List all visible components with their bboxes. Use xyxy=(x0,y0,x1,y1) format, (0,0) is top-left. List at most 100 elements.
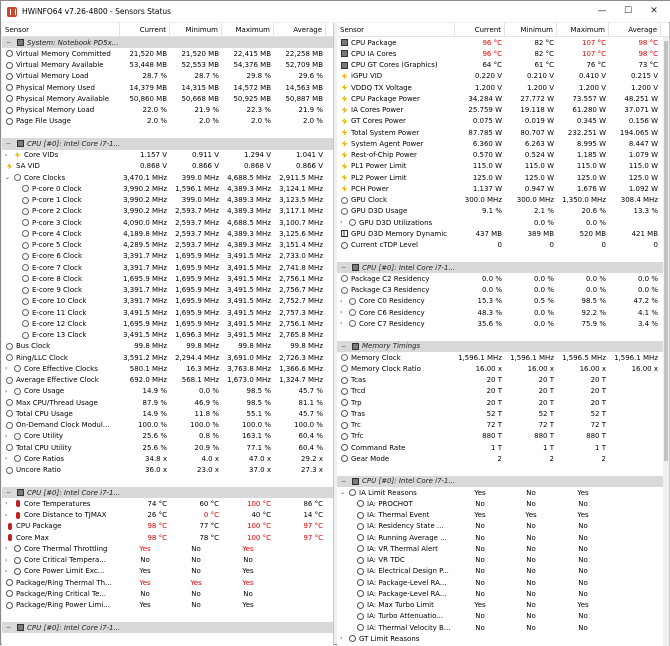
sensor-row[interactable]: PL2 Power Limit 125.0 W 125.0 W 125.0 W 125.… xyxy=(337,172,669,183)
sensor-row[interactable]: On-Demand Clock Modul... 100.0 % 100.0 % 10… xyxy=(2,420,333,431)
sensor-row[interactable]: Trc 72 T 72 T 72 T xyxy=(337,420,669,431)
scrollbar[interactable] xyxy=(663,37,669,646)
chevron-down-icon[interactable]: ⌄ xyxy=(340,489,346,497)
sensor-row[interactable]: Uncore Ratio 36.0 x 23.0 x 37.0 x 27.3 x xyxy=(2,465,333,476)
header-minimum[interactable]: Minimum xyxy=(170,23,222,36)
sensor-row[interactable]: E-core 12 Clock 1,695.9 MHz 1,695.9 MHz 3,4… xyxy=(2,318,333,329)
chevron-right-icon[interactable]: › xyxy=(340,297,343,305)
collapse-icon[interactable]: − xyxy=(341,264,347,272)
chevron-right-icon[interactable]: › xyxy=(340,219,343,227)
header-average[interactable]: Average xyxy=(274,23,326,36)
sensor-row[interactable]: Trfc 880 T 880 T 880 T xyxy=(337,431,669,442)
chevron-right-icon[interactable]: › xyxy=(340,320,343,328)
sensor-row[interactable]: IA: VR TDC No No No xyxy=(337,555,669,566)
sensor-row[interactable]: CPU Package 96 °C 82 °C 107 °C 98 °C xyxy=(337,37,669,48)
sensor-row[interactable]: CPU IA Cores 96 °C 82 °C 107 °C 98 °C xyxy=(337,48,669,59)
collapse-icon[interactable]: − xyxy=(341,477,347,485)
sensor-row[interactable]: E-core 11 Clock 3,491.5 MHz 1,695.9 MHz 3,4… xyxy=(2,307,333,318)
chevron-right-icon[interactable]: › xyxy=(5,455,8,463)
chevron-right-icon[interactable]: › xyxy=(340,635,343,643)
sensor-row[interactable]: Package C3 Residency 0.0 % 0.0 % 0.0 % 0.0 % xyxy=(337,285,669,296)
sensor-row[interactable]: P-core 1 Clock 3,990.2 MHz 399.0 MHz 4,389.… xyxy=(2,195,333,206)
sensor-group-header[interactable]: − CPU [#0]: Intel Core i7-1... xyxy=(2,487,333,499)
sensor-row[interactable]: IA: Max Turbo Limit Yes No Yes xyxy=(337,600,669,611)
collapse-icon[interactable]: − xyxy=(6,39,12,47)
sensor-row[interactable]: › Core Effective Clocks 580.1 MHz 16.3 MHz 3… xyxy=(2,363,333,374)
sensor-row[interactable]: Core Max 98 °C 78 °C 100 °C 97 °C xyxy=(2,532,333,543)
sensor-row[interactable]: CPU GT Cores (Graphics) 64 °C 61 °C 76 °C 73… xyxy=(337,60,669,71)
sensor-row[interactable]: E-core 8 Clock 1,695.9 MHz 1,695.9 MHz 3,49… xyxy=(2,273,333,284)
sensor-pane-left[interactable]: Sensor Current Minimum Maximum Average −… xyxy=(2,23,334,646)
sensor-row[interactable]: Current cTDP Level 0 0 0 0 xyxy=(337,240,669,251)
sensor-row[interactable]: E-core 6 Clock 3,391.7 MHz 1,695.9 MHz 3,49… xyxy=(2,251,333,262)
chevron-right-icon[interactable]: › xyxy=(5,151,8,159)
chevron-right-icon[interactable]: › xyxy=(5,500,8,508)
header-maximum[interactable]: Maximum xyxy=(557,23,609,36)
sensor-row[interactable]: P-core 3 Clock 4,090.0 MHz 2,593.7 MHz 4,68… xyxy=(2,217,333,228)
sensor-row[interactable]: GPU D3D Usage 9.1 % 2.1 % 20.6 % 13.3 % xyxy=(337,206,669,217)
sensor-row[interactable]: E-core 13 Clock 3,491.5 MHz 1,696.3 MHz 3,4… xyxy=(2,330,333,341)
sensor-row[interactable]: Physical Memory Available 50,860 MB 50,668… xyxy=(2,93,333,104)
sensor-row[interactable]: › Core C0 Residency 15.3 % 0.5 % 98.5 % 47.2 … xyxy=(337,296,669,307)
sensor-row[interactable]: Command Rate 1 T 1 T 1 T xyxy=(337,442,669,453)
sensor-row[interactable]: Package C2 Residency 0.0 % 0.0 % 0.0 % 0.0 % xyxy=(337,273,669,284)
sensor-row[interactable]: P-core 0 Clock 3,990.2 MHz 1,596.1 MHz 4,38… xyxy=(2,183,333,194)
sensor-row[interactable]: ⌄ IA Limit Reasons Yes No Yes xyxy=(337,487,669,498)
sensor-row[interactable]: › Core Ratios 34.8 x 4.0 x 47.0 x 29.2 x xyxy=(2,453,333,464)
sensor-row[interactable]: IA: VR Thermal Alert No No No xyxy=(337,543,669,554)
sensor-row[interactable]: GPU D3D Memory Dynamic 437 MB 389 MB 520 MB… xyxy=(337,228,669,239)
sensor-row[interactable]: P-core 2 Clock 3,990.2 MHz 2,593.7 MHz 4,38… xyxy=(2,206,333,217)
sensor-row[interactable]: Max CPU/Thread Usage 87.9 % 46.9 % 98.5 % 81… xyxy=(2,397,333,408)
sensor-row[interactable]: Tcas 20 T 20 T 20 T xyxy=(337,375,669,386)
sensor-group-header[interactable]: − CPU [#0]: Intel Core i7-1... xyxy=(337,262,669,274)
sensor-row[interactable]: › GT Limit Reasons xyxy=(337,633,669,644)
sensor-row[interactable]: GT Cores Power 0.075 W 0.019 W 0.345 W 0.156… xyxy=(337,116,669,127)
sensor-row[interactable]: › Core Temperatures 74 °C 60 °C 100 °C 86 °C xyxy=(2,498,333,509)
sensor-row[interactable]: iGPU VID 0.220 V 0.210 V 0.410 V 0.215 V xyxy=(337,71,669,82)
sensor-row[interactable]: Tras 52 T 52 T 52 T xyxy=(337,408,669,419)
sensor-row[interactable]: IA: Thermal Event Yes Yes Yes xyxy=(337,510,669,521)
sensor-group-header[interactable]: − CPU [#0]: Intel Core i7-1... xyxy=(337,475,669,487)
sensor-row[interactable]: Virtual Memory Load 28.7 % 28.7 % 29.8 % 29.… xyxy=(2,71,333,82)
sensor-row[interactable]: Physical Memory Used 14,379 MB 14,315 MB 14… xyxy=(2,82,333,93)
sensor-row[interactable]: Ring/LLC Clock 3,591.2 MHz 2,294.4 MHz 3,69… xyxy=(2,352,333,363)
header-sensor[interactable]: Sensor xyxy=(337,23,455,36)
sensor-row[interactable]: IA: PROCHOT No No No xyxy=(337,498,669,509)
scrollbar-thumb[interactable] xyxy=(664,41,668,461)
sensor-row[interactable]: IA: Electrical Design P... No No No xyxy=(337,566,669,577)
sensor-row[interactable]: E-core 7 Clock 3,391.7 MHz 1,695.9 MHz 3,49… xyxy=(2,262,333,273)
sensor-row[interactable]: Rest-of-Chip Power 0.570 W 0.524 W 1.185 W 1… xyxy=(337,150,669,161)
close-button[interactable]: ✕ xyxy=(650,6,658,16)
sensor-row[interactable]: › Core Critical Tempera... No No No xyxy=(2,555,333,566)
sensor-row[interactable]: Gear Mode 2 2 2 xyxy=(337,453,669,464)
sensor-row[interactable]: ⌄ Core Clocks 3,470.1 MHz 399.0 MHz 4,688.5 … xyxy=(2,172,333,183)
chevron-right-icon[interactable]: › xyxy=(5,567,8,575)
sensor-row[interactable]: GPU Clock 300.0 MHz 300.0 MHz 1,350.0 MHz 30… xyxy=(337,195,669,206)
sensor-row[interactable]: Virtual Memory Available 53,448 MB 52,553 … xyxy=(2,60,333,71)
sensor-row[interactable]: Trcd 20 T 20 T 20 T xyxy=(337,386,669,397)
sensor-row[interactable]: IA Cores Power 25.759 W 19.118 W 61.280 W 37… xyxy=(337,105,669,116)
chevron-down-icon[interactable]: ⌄ xyxy=(5,174,11,182)
sensor-row[interactable]: › Core VIDs 1.157 V 0.911 V 1.294 V 1.041 V xyxy=(2,150,333,161)
sensor-row[interactable]: CPU Package Power 34.284 W 27.772 W 73.557 … xyxy=(337,93,669,104)
sensor-row[interactable]: › Core Utility 25.6 % 0.8 % 163.1 % 60.4 % xyxy=(2,431,333,442)
collapse-icon[interactable]: − xyxy=(6,140,12,148)
sensor-row[interactable]: IA: Package-Level RA... No No No xyxy=(337,588,669,599)
chevron-right-icon[interactable]: › xyxy=(5,432,8,440)
header-average[interactable]: Average xyxy=(609,23,661,36)
collapse-icon[interactable]: − xyxy=(6,489,12,497)
chevron-right-icon[interactable]: › xyxy=(5,511,8,519)
collapse-icon[interactable]: − xyxy=(341,342,347,350)
sensor-row[interactable]: Package/Ring Thermal Th... Yes Yes Yes xyxy=(2,577,333,588)
chevron-right-icon[interactable]: › xyxy=(5,387,8,395)
sensor-row[interactable]: Memory Clock 1,596.1 MHz 1,596.1 MHz 1,596.… xyxy=(337,352,669,363)
chevron-right-icon[interactable]: › xyxy=(5,365,8,373)
sensor-row[interactable]: › GPU D3D Utilizations 0.0 % 0.0 % xyxy=(337,217,669,228)
sensor-row[interactable]: › Core Power Limit Exc... Yes No Yes xyxy=(2,566,333,577)
sensor-row[interactable]: Physical Memory Load 22.0 % 21.9 % 22.3 % 21… xyxy=(2,105,333,116)
sensor-pane-right[interactable]: Sensor Current Minimum Maximum Average C… xyxy=(337,23,670,646)
sensor-row[interactable]: › Core C6 Residency 48.3 % 0.0 % 92.2 % 4.1 % xyxy=(337,307,669,318)
sensor-row[interactable]: IA: Turbo Attenuatio... No No No xyxy=(337,611,669,622)
sensor-row[interactable]: CPU Package 98 °C 77 °C 100 °C 97 °C xyxy=(2,521,333,532)
sensor-row[interactable]: IA: Residency State ... No No No xyxy=(337,521,669,532)
